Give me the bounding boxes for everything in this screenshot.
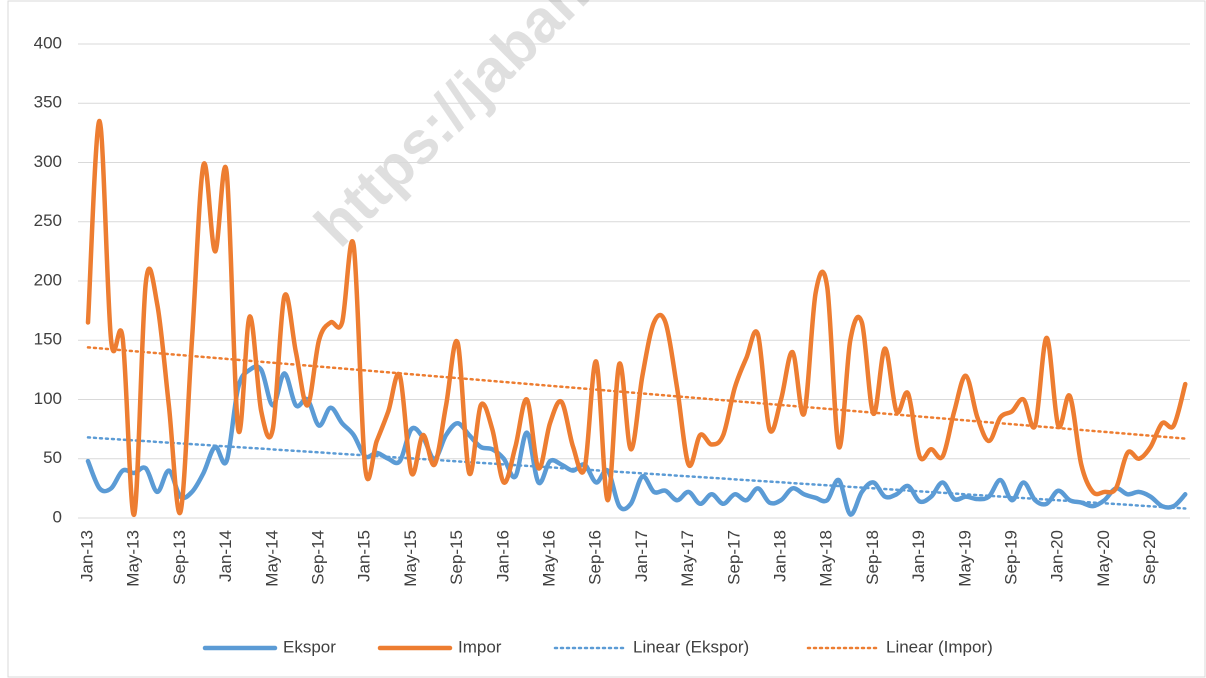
x-tick-label: Sep-20 [1140, 530, 1159, 585]
y-tick-label: 250 [34, 211, 62, 230]
chart-frame [7, 0, 1206, 678]
x-tick-label: Jan-19 [909, 530, 928, 582]
legend-label: Impor [458, 637, 502, 656]
legend-label: Linear (Impor) [886, 637, 993, 656]
legend-label: Linear (Ekspor) [633, 637, 749, 656]
x-tick-label: Sep-14 [308, 530, 327, 585]
y-tick-label: 350 [34, 93, 62, 112]
x-tick-label: May-19 [955, 530, 974, 587]
x-tick-label: Sep-18 [863, 530, 882, 585]
x-tick-label: May-16 [539, 530, 558, 587]
x-tick-label: May-15 [401, 530, 420, 587]
x-tick-label: Sep-16 [586, 530, 605, 585]
x-tick-label: Jan-15 [355, 530, 374, 582]
x-tick-label: Jan-17 [632, 530, 651, 582]
x-tick-label: May-13 [124, 530, 143, 587]
legend-label: Ekspor [283, 637, 336, 656]
x-tick-label: Jan-20 [1048, 530, 1067, 582]
y-tick-label: 300 [34, 152, 62, 171]
x-tick-label: May-14 [262, 530, 281, 587]
y-tick-label: 400 [34, 33, 62, 52]
x-tick-label: Jan-16 [493, 530, 512, 582]
x-tick-label: Sep-19 [1001, 530, 1020, 585]
x-tick-label: Jan-13 [77, 530, 96, 582]
x-tick-label: Jan-14 [216, 530, 235, 582]
x-tick-label: Sep-15 [447, 530, 466, 585]
y-tick-label: 150 [34, 330, 62, 349]
x-tick-label: Sep-13 [170, 530, 189, 585]
x-tick-label: May-18 [817, 530, 836, 587]
x-tick-label: Jan-18 [770, 530, 789, 582]
y-tick-label: 0 [53, 507, 62, 526]
y-tick-label: 200 [34, 270, 62, 289]
x-tick-label: Sep-17 [724, 530, 743, 585]
series-line [85, 118, 1188, 517]
series-line [85, 364, 1188, 517]
x-tick-label: May-17 [678, 530, 697, 587]
trendline [86, 346, 1187, 440]
y-tick-label: 100 [34, 389, 62, 408]
x-tick-label: May-20 [1094, 530, 1113, 587]
y-tick-label: 50 [43, 448, 62, 467]
